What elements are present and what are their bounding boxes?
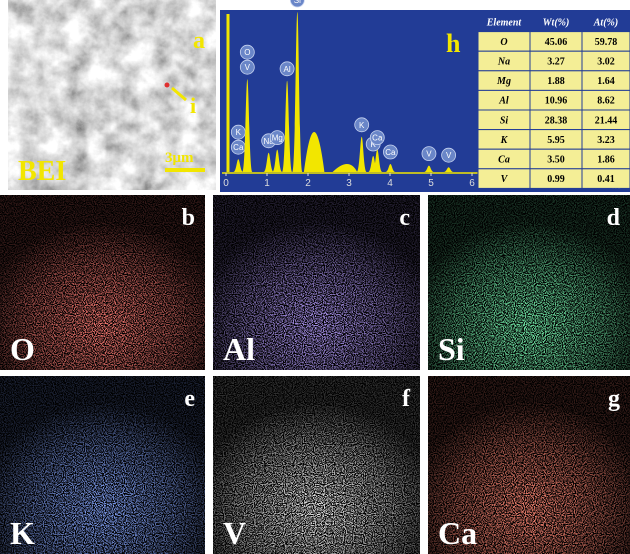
peak-label: K [359, 121, 365, 130]
cell-text: K [500, 135, 509, 146]
x-tick-label: 1 [264, 178, 270, 189]
cell-text: Mg [496, 76, 511, 87]
panel-letter: f [402, 386, 411, 412]
cell-text: 45.06 [545, 37, 568, 48]
x-tick-label: 5 [428, 178, 434, 189]
peak-label: K [371, 140, 377, 149]
panel-letter: d [607, 205, 621, 231]
element-label: Ca [438, 515, 477, 551]
element-label: Al [223, 331, 255, 367]
peak [233, 159, 244, 172]
peak-label: Si [294, 0, 301, 5]
x-tick-label: 4 [387, 178, 393, 189]
cell-text: 10.96 [545, 96, 568, 107]
panel-letter: c [399, 205, 410, 231]
cell-text: 28.38 [545, 115, 568, 126]
column-header: Element [486, 17, 523, 28]
cell-text: Al [498, 96, 509, 107]
peak-label-badge [239, 59, 255, 75]
peak [292, 12, 303, 172]
x-tick-label: 3 [346, 178, 352, 189]
element-label: V [223, 515, 246, 551]
table-cell [581, 168, 630, 189]
mode-label: BEI [18, 156, 66, 187]
peak [242, 79, 253, 172]
cell-text: Na [497, 57, 510, 68]
peak-label-badge [269, 130, 285, 146]
point [164, 82, 170, 88]
peak [356, 136, 367, 172]
cell-text: Si [500, 115, 509, 126]
element-map [0, 376, 205, 554]
arrow [171, 86, 187, 102]
peak-label: K [236, 128, 242, 137]
peak-label-badge [369, 130, 385, 146]
peak-label-badge [383, 144, 398, 160]
peak [263, 152, 274, 172]
element-map [213, 376, 420, 554]
cell-text: 1.88 [547, 76, 565, 87]
cell-text: 3.50 [547, 155, 565, 166]
element-label: Si [438, 331, 465, 367]
peak-label-badge [289, 0, 305, 8]
peak-label-badge [354, 117, 370, 133]
peak [423, 165, 434, 172]
peak [272, 149, 283, 172]
peak-label: V [245, 63, 251, 72]
cell-text: 5.95 [547, 135, 565, 146]
element-map [213, 195, 420, 370]
peak-label-badge [441, 147, 457, 163]
peak-label-badge [421, 146, 437, 162]
cell-text: V [501, 174, 509, 185]
peak-label: Ca [372, 134, 383, 143]
panel-letter: a [193, 28, 205, 54]
peak-label: V [446, 151, 452, 160]
panel-letter: b [182, 205, 195, 231]
cell-text: O [500, 37, 507, 48]
peak-label-badge [239, 44, 255, 60]
element-label: K [10, 515, 35, 551]
peak [385, 164, 396, 172]
peak-label: V [426, 150, 432, 159]
column-header: At(%) [593, 17, 618, 28]
panel-letter: g [608, 386, 620, 412]
cell-text: 1.64 [597, 76, 615, 87]
peak-label: Mg [272, 134, 283, 143]
cell-text: 3.02 [597, 57, 615, 68]
cell-text: 3.27 [547, 57, 565, 68]
cell-text: 59.78 [595, 37, 618, 48]
peak-label: Na [264, 137, 275, 146]
peak [443, 167, 454, 172]
cell-text: 8.62 [597, 96, 615, 107]
peak-label: Ca [233, 143, 244, 152]
x-tick-label: 6 [469, 178, 475, 189]
cell-text: 1.86 [597, 155, 615, 166]
cell-text: 0.99 [547, 174, 565, 185]
background-bump [303, 132, 358, 172]
cell-text: 21.44 [595, 115, 618, 126]
element-map [0, 195, 205, 370]
element-map [428, 195, 630, 370]
cell-text: Ca [498, 155, 510, 166]
cell-text: 0.41 [597, 174, 615, 185]
peak-label: Ca [385, 148, 396, 157]
point-label: i [190, 93, 196, 118]
x-tick-label: 0 [223, 178, 229, 189]
column-header: Wt(%) [543, 17, 570, 28]
panel-letter: h [446, 29, 461, 58]
scale-label: 3μm [165, 150, 194, 166]
peak [372, 149, 383, 172]
peak-label-badge [279, 61, 295, 77]
peak-label: Al [284, 65, 291, 74]
scale-bar [165, 168, 205, 172]
peak [282, 80, 293, 172]
cell-text: 3.23 [597, 135, 615, 146]
element-label: O [10, 331, 35, 367]
x-tick-label: 2 [305, 178, 311, 189]
panel-letter: e [184, 386, 195, 412]
element-map [428, 376, 630, 554]
peak-label: O [244, 48, 250, 57]
